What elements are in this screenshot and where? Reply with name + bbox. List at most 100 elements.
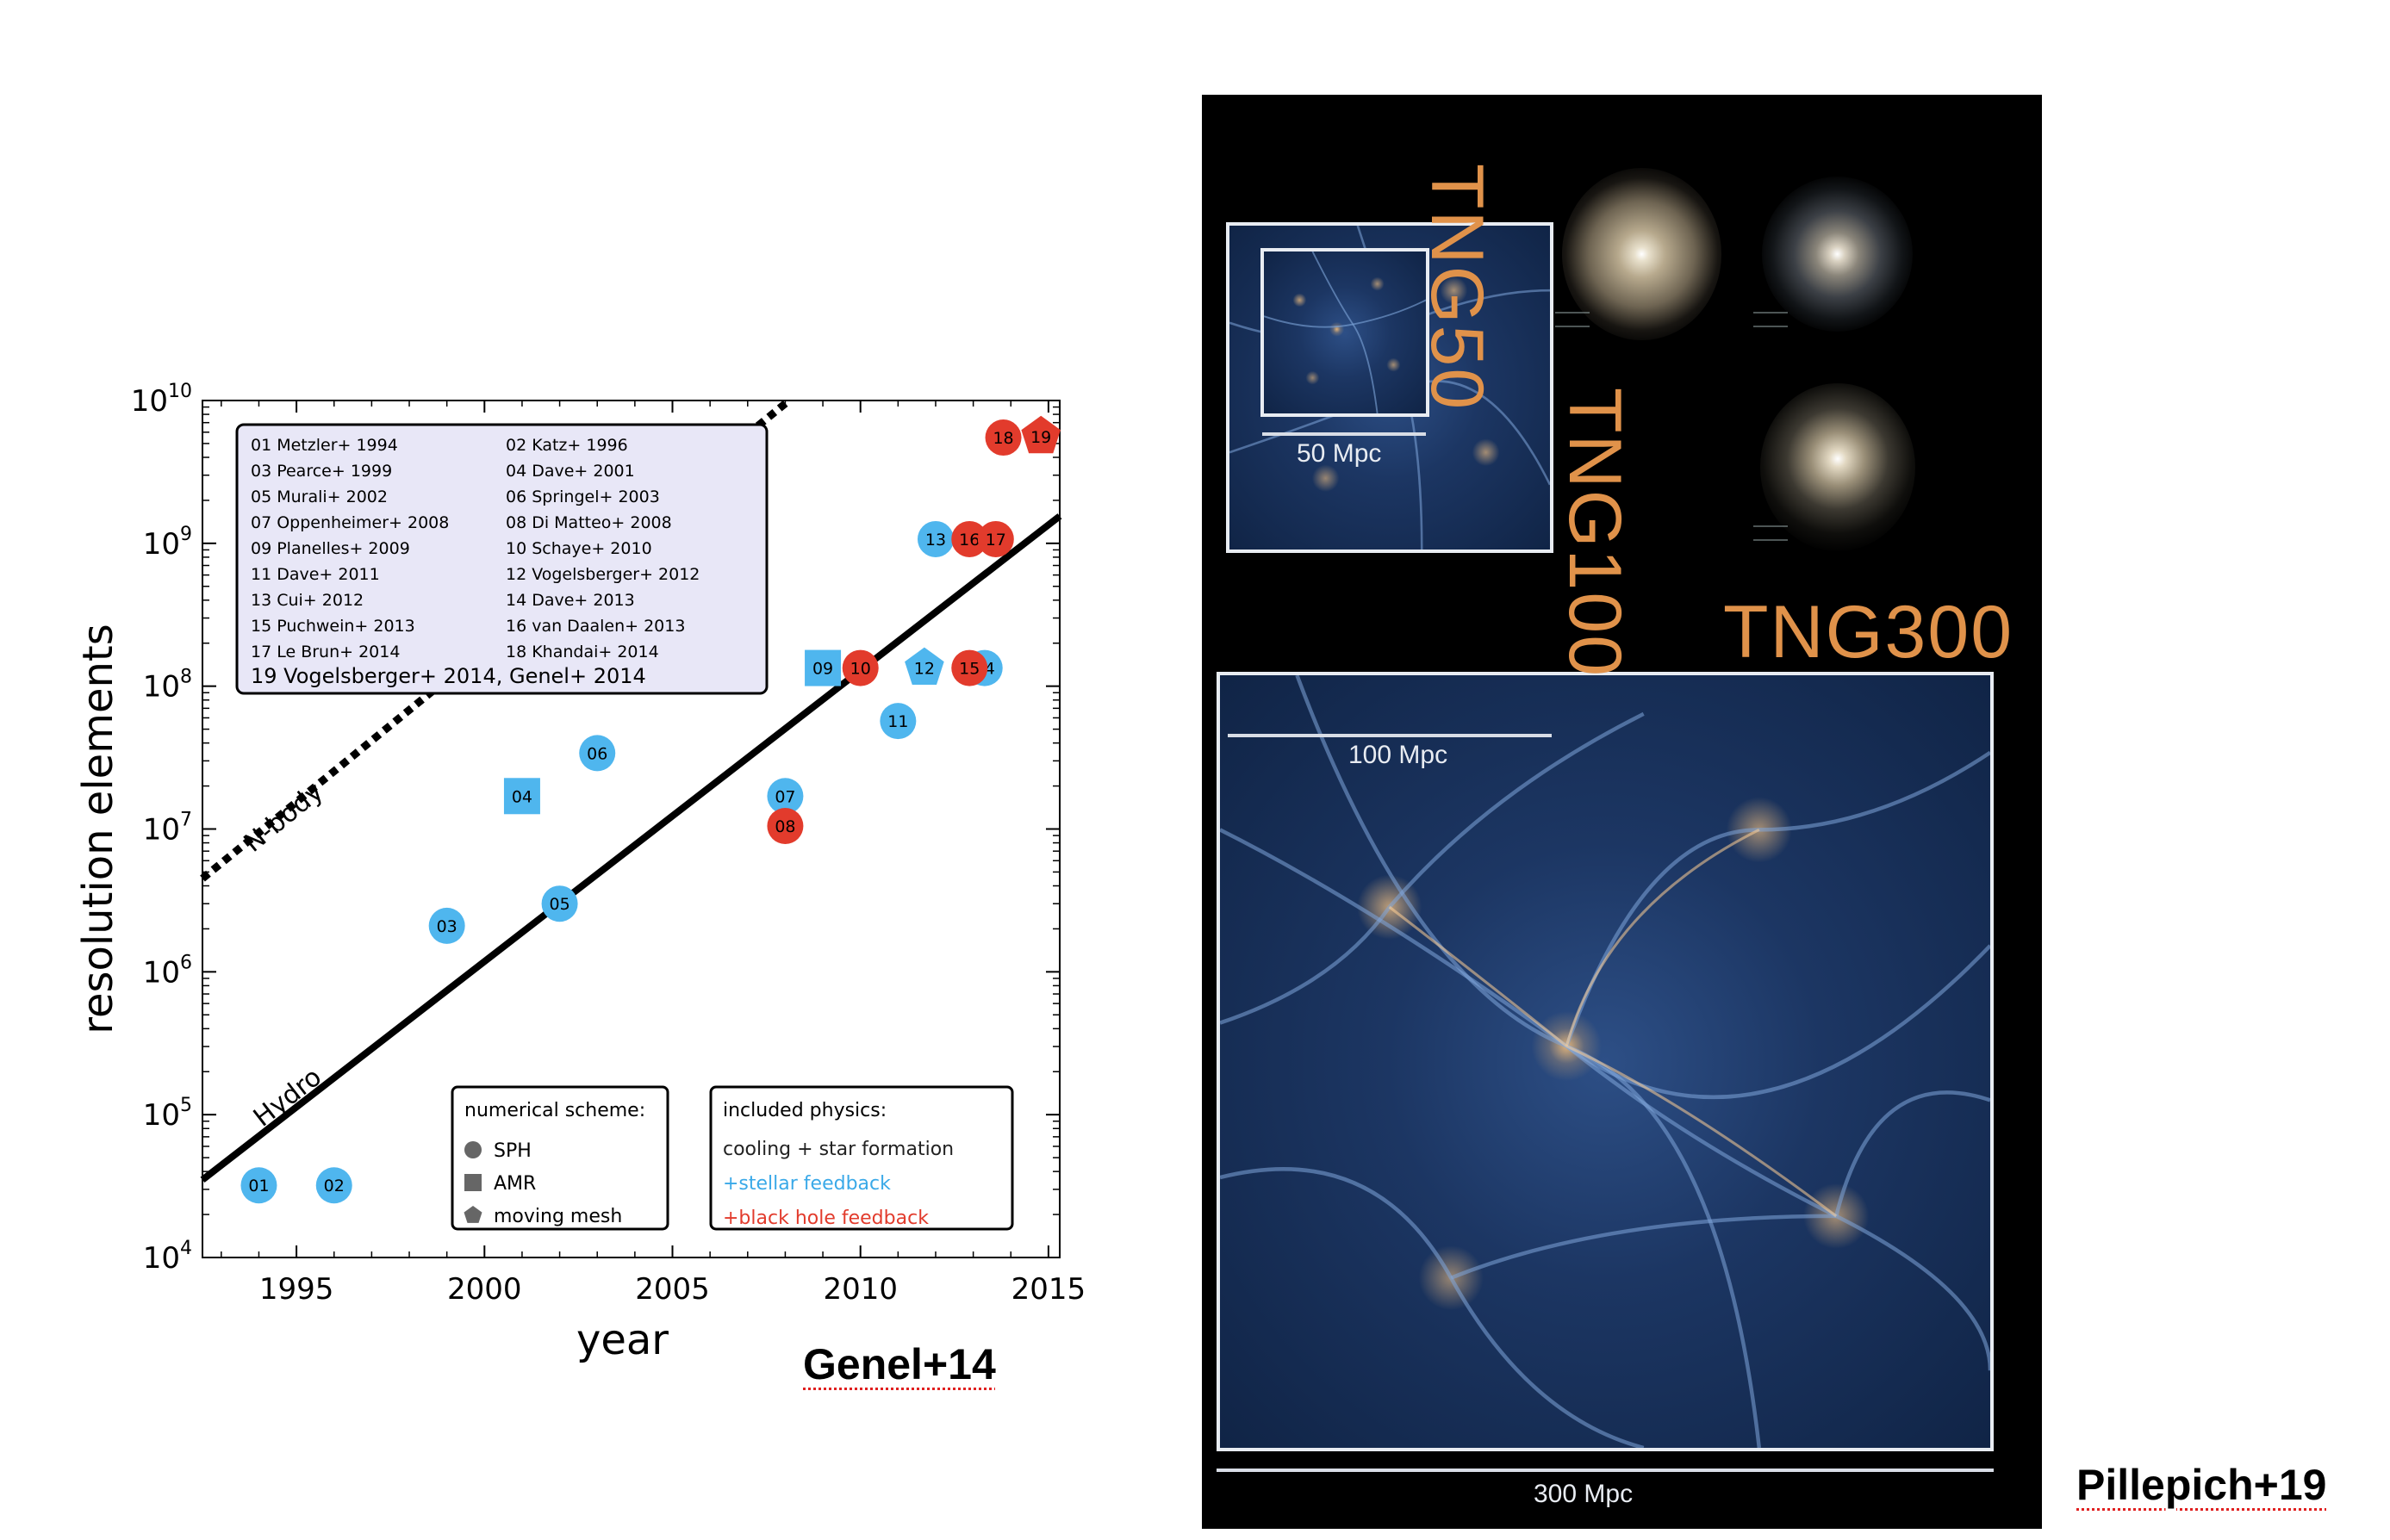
data-point-10: [842, 649, 879, 686]
data-point-label: 19: [1030, 428, 1051, 447]
y-tick-label: 105: [143, 1095, 192, 1133]
data-point-07: [767, 778, 804, 815]
data-point-label: 04: [512, 787, 532, 806]
scheme-legend-box: [451, 1085, 669, 1231]
data-point-17: [977, 520, 1014, 557]
tng50-filaments: [1264, 251, 1426, 413]
resolution-chart: 1995 2000 2005 2010 2015 104 105 106 107 108 109 10…: [74, 381, 1086, 1364]
x-tick-label: 2000: [447, 1272, 522, 1307]
physics-legend-entry: cooling + star formation: [723, 1139, 954, 1160]
data-point-05: [541, 885, 578, 922]
legend-marker-square: [464, 1174, 482, 1191]
tng300-filaments: [1220, 675, 1990, 1448]
data-point-label: 06: [587, 744, 607, 763]
data-point-19: [1021, 415, 1061, 454]
data-point-label: 17: [986, 531, 1006, 550]
data-point-label: 18: [993, 429, 1013, 448]
galaxy-caption-mark: [1753, 525, 1788, 541]
y-tick-label: 108: [143, 667, 192, 705]
galaxy-elliptical: [1562, 168, 1721, 340]
physics-legend-entry: +black hole feedback: [723, 1208, 929, 1229]
data-point-18: [985, 419, 1022, 456]
data-point-label: 03: [437, 917, 457, 936]
data-point-label: 02: [324, 1177, 345, 1195]
tng50-label: TNG50: [1416, 164, 1498, 412]
reference-entry: 04 Dave+ 2001: [506, 462, 635, 481]
scheme-legend-title: numerical scheme:: [464, 1100, 645, 1121]
galaxy-caption-mark: [1753, 312, 1788, 327]
tng300-volume: [1217, 672, 1994, 1451]
y-tick-label: 104: [143, 1238, 192, 1276]
reference-entry: 02 Katz+ 1996: [506, 436, 628, 455]
scheme-legend-entry: moving mesh: [494, 1206, 622, 1227]
tng100-scale-bar: [1228, 734, 1552, 737]
tng50-scale-label: 50 Mpc: [1297, 439, 1382, 468]
reference-entry: 06 Springel+ 2003: [506, 487, 660, 506]
x-tick-label: 2005: [635, 1272, 710, 1307]
y-tick-label: 107: [143, 810, 192, 848]
data-point-label: 16: [959, 531, 980, 550]
reference-entry: 05 Murali+ 2002: [251, 487, 388, 506]
reference-entry: 18 Khandai+ 2014: [506, 643, 659, 661]
y-tick-label: 109: [143, 524, 192, 562]
tng100-scale-label: 100 Mpc: [1348, 741, 1448, 769]
data-point-label: 05: [549, 895, 569, 914]
x-tick-label: 2015: [1011, 1272, 1086, 1307]
data-point-label: 09: [812, 660, 833, 679]
data-point-label: 01: [248, 1177, 269, 1195]
data-point-11: [880, 703, 917, 740]
reference-legend-box: [235, 423, 769, 695]
data-point-label: 13: [925, 531, 946, 550]
reference-entry: 15 Puchwein+ 2013: [251, 617, 415, 636]
x-tick-label: 1995: [259, 1272, 334, 1307]
reference-entry: 17 Le Brun+ 2014: [251, 643, 400, 661]
galaxy-spiral-2: [1760, 383, 1915, 551]
trend-line-label: Hydro: [248, 1062, 327, 1133]
y-tick-label: 106: [143, 952, 192, 990]
data-point-label: 15: [959, 660, 980, 679]
data-point-09: [805, 649, 842, 686]
tng300-label: TNG300: [1723, 591, 2014, 674]
reference-entry: 16 van Daalen+ 2013: [506, 617, 685, 636]
reference-entry: 03 Pearce+ 1999: [251, 462, 392, 481]
galaxy-spiral-1: [1762, 177, 1913, 332]
tng50-volume: [1260, 248, 1429, 417]
data-point-16: [951, 520, 988, 557]
data-point-label: 11: [887, 712, 908, 731]
reference-entry: 07 Oppenheimer+ 2008: [251, 513, 449, 532]
reference-entry: 08 Di Matteo+ 2008: [506, 513, 672, 532]
data-point-08: [767, 807, 804, 844]
reference-entry: 13 Cui+ 2012: [251, 591, 364, 610]
scheme-legend-entry: AMR: [494, 1173, 536, 1195]
data-point-03: [428, 907, 465, 944]
y-axis-label: resolution elements: [74, 624, 122, 1034]
data-point-label: 08: [775, 817, 795, 836]
data-point-15: [951, 649, 988, 686]
reference-entry: 01 Metzler+ 1994: [251, 436, 398, 455]
reference-entry: 11 Dave+ 2011: [251, 565, 380, 584]
hydro-trend-line: [200, 513, 1062, 1183]
tng50-scale-bar: [1262, 432, 1426, 436]
data-point-label: 07: [775, 787, 795, 806]
x-tick-label: 2010: [823, 1272, 898, 1307]
reference-entry: 14 Dave+ 2013: [506, 591, 635, 610]
galaxy-caption-mark: [1555, 312, 1590, 327]
data-point-01: [240, 1167, 277, 1204]
simulation-image-panel: TNG50 TNG100 TNG300 50 Mpc 100 Mpc 300 M…: [1202, 95, 2042, 1529]
scheme-legend-entry: SPH: [494, 1140, 532, 1162]
tng100-label: TNG100: [1553, 388, 1636, 679]
x-axis-label: year: [576, 1316, 669, 1364]
caption-pillepich: Pillepich+19: [2076, 1461, 2327, 1509]
caption-genel: Genel+14: [803, 1340, 996, 1388]
tng300-scale-bar: [1217, 1469, 1994, 1472]
reference-entry: 09 Planelles+ 2009: [251, 539, 410, 558]
data-point-label: 12: [914, 660, 935, 679]
data-point-13: [917, 520, 954, 557]
physics-legend-box: [709, 1085, 1014, 1231]
physics-legend-entry: +stellar feedback: [723, 1173, 891, 1195]
data-point-02: [315, 1167, 352, 1204]
data-point-label: 10: [850, 660, 871, 679]
reference-entry: 10 Schaye+ 2010: [506, 539, 652, 558]
y-tick-label: 1010: [131, 381, 192, 419]
data-point-12: [905, 647, 944, 685]
